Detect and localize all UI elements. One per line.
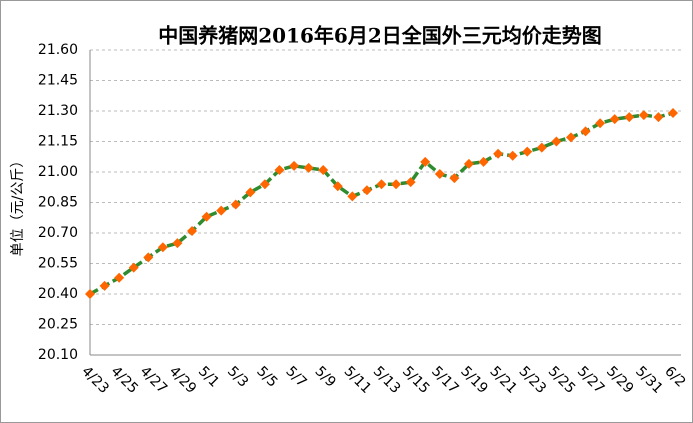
data-point: [478, 156, 489, 167]
data-point: [361, 185, 372, 196]
y-tick-label: 21.30: [38, 103, 78, 119]
data-point: [99, 280, 110, 291]
data-point: [128, 262, 139, 273]
data-point: [668, 108, 678, 119]
data-point: [434, 169, 445, 180]
data-point: [172, 238, 183, 249]
data-point: [493, 148, 504, 159]
data-point: [259, 179, 270, 190]
data-point: [522, 146, 533, 157]
data-point: [565, 132, 576, 143]
data-point: [624, 112, 635, 123]
y-tick-label: 20.85: [38, 195, 78, 211]
data-point: [347, 191, 358, 202]
data-point: [376, 179, 387, 190]
data-point: [391, 179, 402, 190]
data-point: [653, 112, 664, 123]
y-tick-label: 21.60: [38, 42, 78, 58]
y-tick-label: 20.10: [38, 347, 78, 363]
data-point: [405, 177, 416, 188]
y-tick-label: 21.45: [38, 73, 78, 89]
y-axis-label: 单位（元/公斤）: [10, 154, 26, 257]
data-point: [536, 142, 547, 153]
data-point: [245, 187, 256, 198]
data-point: [201, 211, 212, 222]
data-point: [420, 156, 431, 167]
data-point: [507, 150, 518, 161]
y-tick-label: 21.00: [38, 164, 78, 180]
data-point: [463, 158, 474, 169]
data-point: [114, 272, 125, 283]
data-point: [289, 160, 300, 171]
data-point: [274, 164, 285, 175]
data-point: [449, 173, 460, 184]
data-point: [595, 118, 606, 129]
data-point: [303, 162, 314, 173]
y-tick-label: 20.25: [38, 317, 78, 333]
data-point: [216, 205, 227, 216]
y-tick-label: 21.15: [38, 134, 78, 150]
y-tick-label: 20.55: [38, 256, 78, 272]
data-point: [85, 289, 95, 299]
data-point: [230, 199, 241, 210]
data-point: [143, 252, 154, 263]
data-point: [187, 225, 198, 236]
data-point: [609, 114, 620, 125]
data-point: [580, 126, 591, 137]
data-point: [551, 136, 562, 147]
data-point: [638, 110, 649, 121]
chart-title: 中国养猪网2016年6月2日全国外三元均价走势图: [158, 24, 602, 48]
data-point: [157, 242, 168, 253]
data-point: [332, 181, 343, 192]
y-tick-label: 20.70: [38, 225, 78, 241]
data-point: [318, 164, 329, 175]
y-tick-label: 20.40: [38, 286, 78, 302]
